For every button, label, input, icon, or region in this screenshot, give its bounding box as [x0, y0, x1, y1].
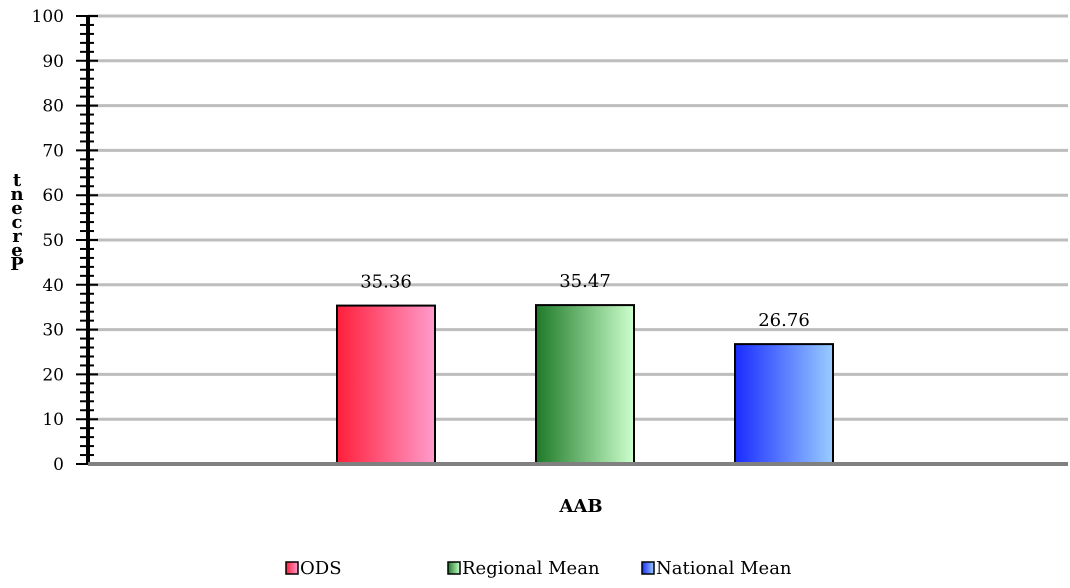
y-tick-label: 100: [32, 7, 64, 27]
y-tick-label: 50: [42, 231, 64, 251]
bar-national-mean: [734, 343, 834, 465]
bar-regional-mean: [535, 304, 635, 465]
y-tick-label: 40: [42, 276, 64, 296]
data-label: 35.36: [360, 272, 412, 293]
legend-swatch: [285, 561, 299, 575]
data-label: 35.47: [559, 271, 611, 292]
bars: [336, 304, 834, 465]
legend-swatch: [447, 561, 461, 575]
y-tick-label: 20: [42, 365, 64, 385]
legend-label: ODS: [300, 558, 342, 579]
y-tick-label: 60: [42, 186, 64, 206]
y-tick-label: 10: [42, 410, 64, 430]
legend-label: National Mean: [656, 558, 792, 579]
y-tick-label: 30: [42, 321, 64, 341]
x-axis-title: AAB: [558, 496, 602, 517]
legend-swatch: [641, 561, 655, 575]
y-tick-label: 90: [42, 52, 64, 72]
data-label: 26.76: [758, 310, 810, 331]
legend: ODS Regional Mean National Mean: [285, 558, 792, 579]
bar-ods: [336, 304, 436, 465]
data-labels: 35.36 35.47 26.76: [360, 271, 810, 331]
y-tick-label: 0: [53, 455, 64, 475]
y-tick-label: 80: [42, 97, 64, 117]
y-tick-label: 70: [42, 141, 64, 161]
gridlines: [88, 14, 1068, 421]
legend-label: Regional Mean: [462, 558, 600, 579]
